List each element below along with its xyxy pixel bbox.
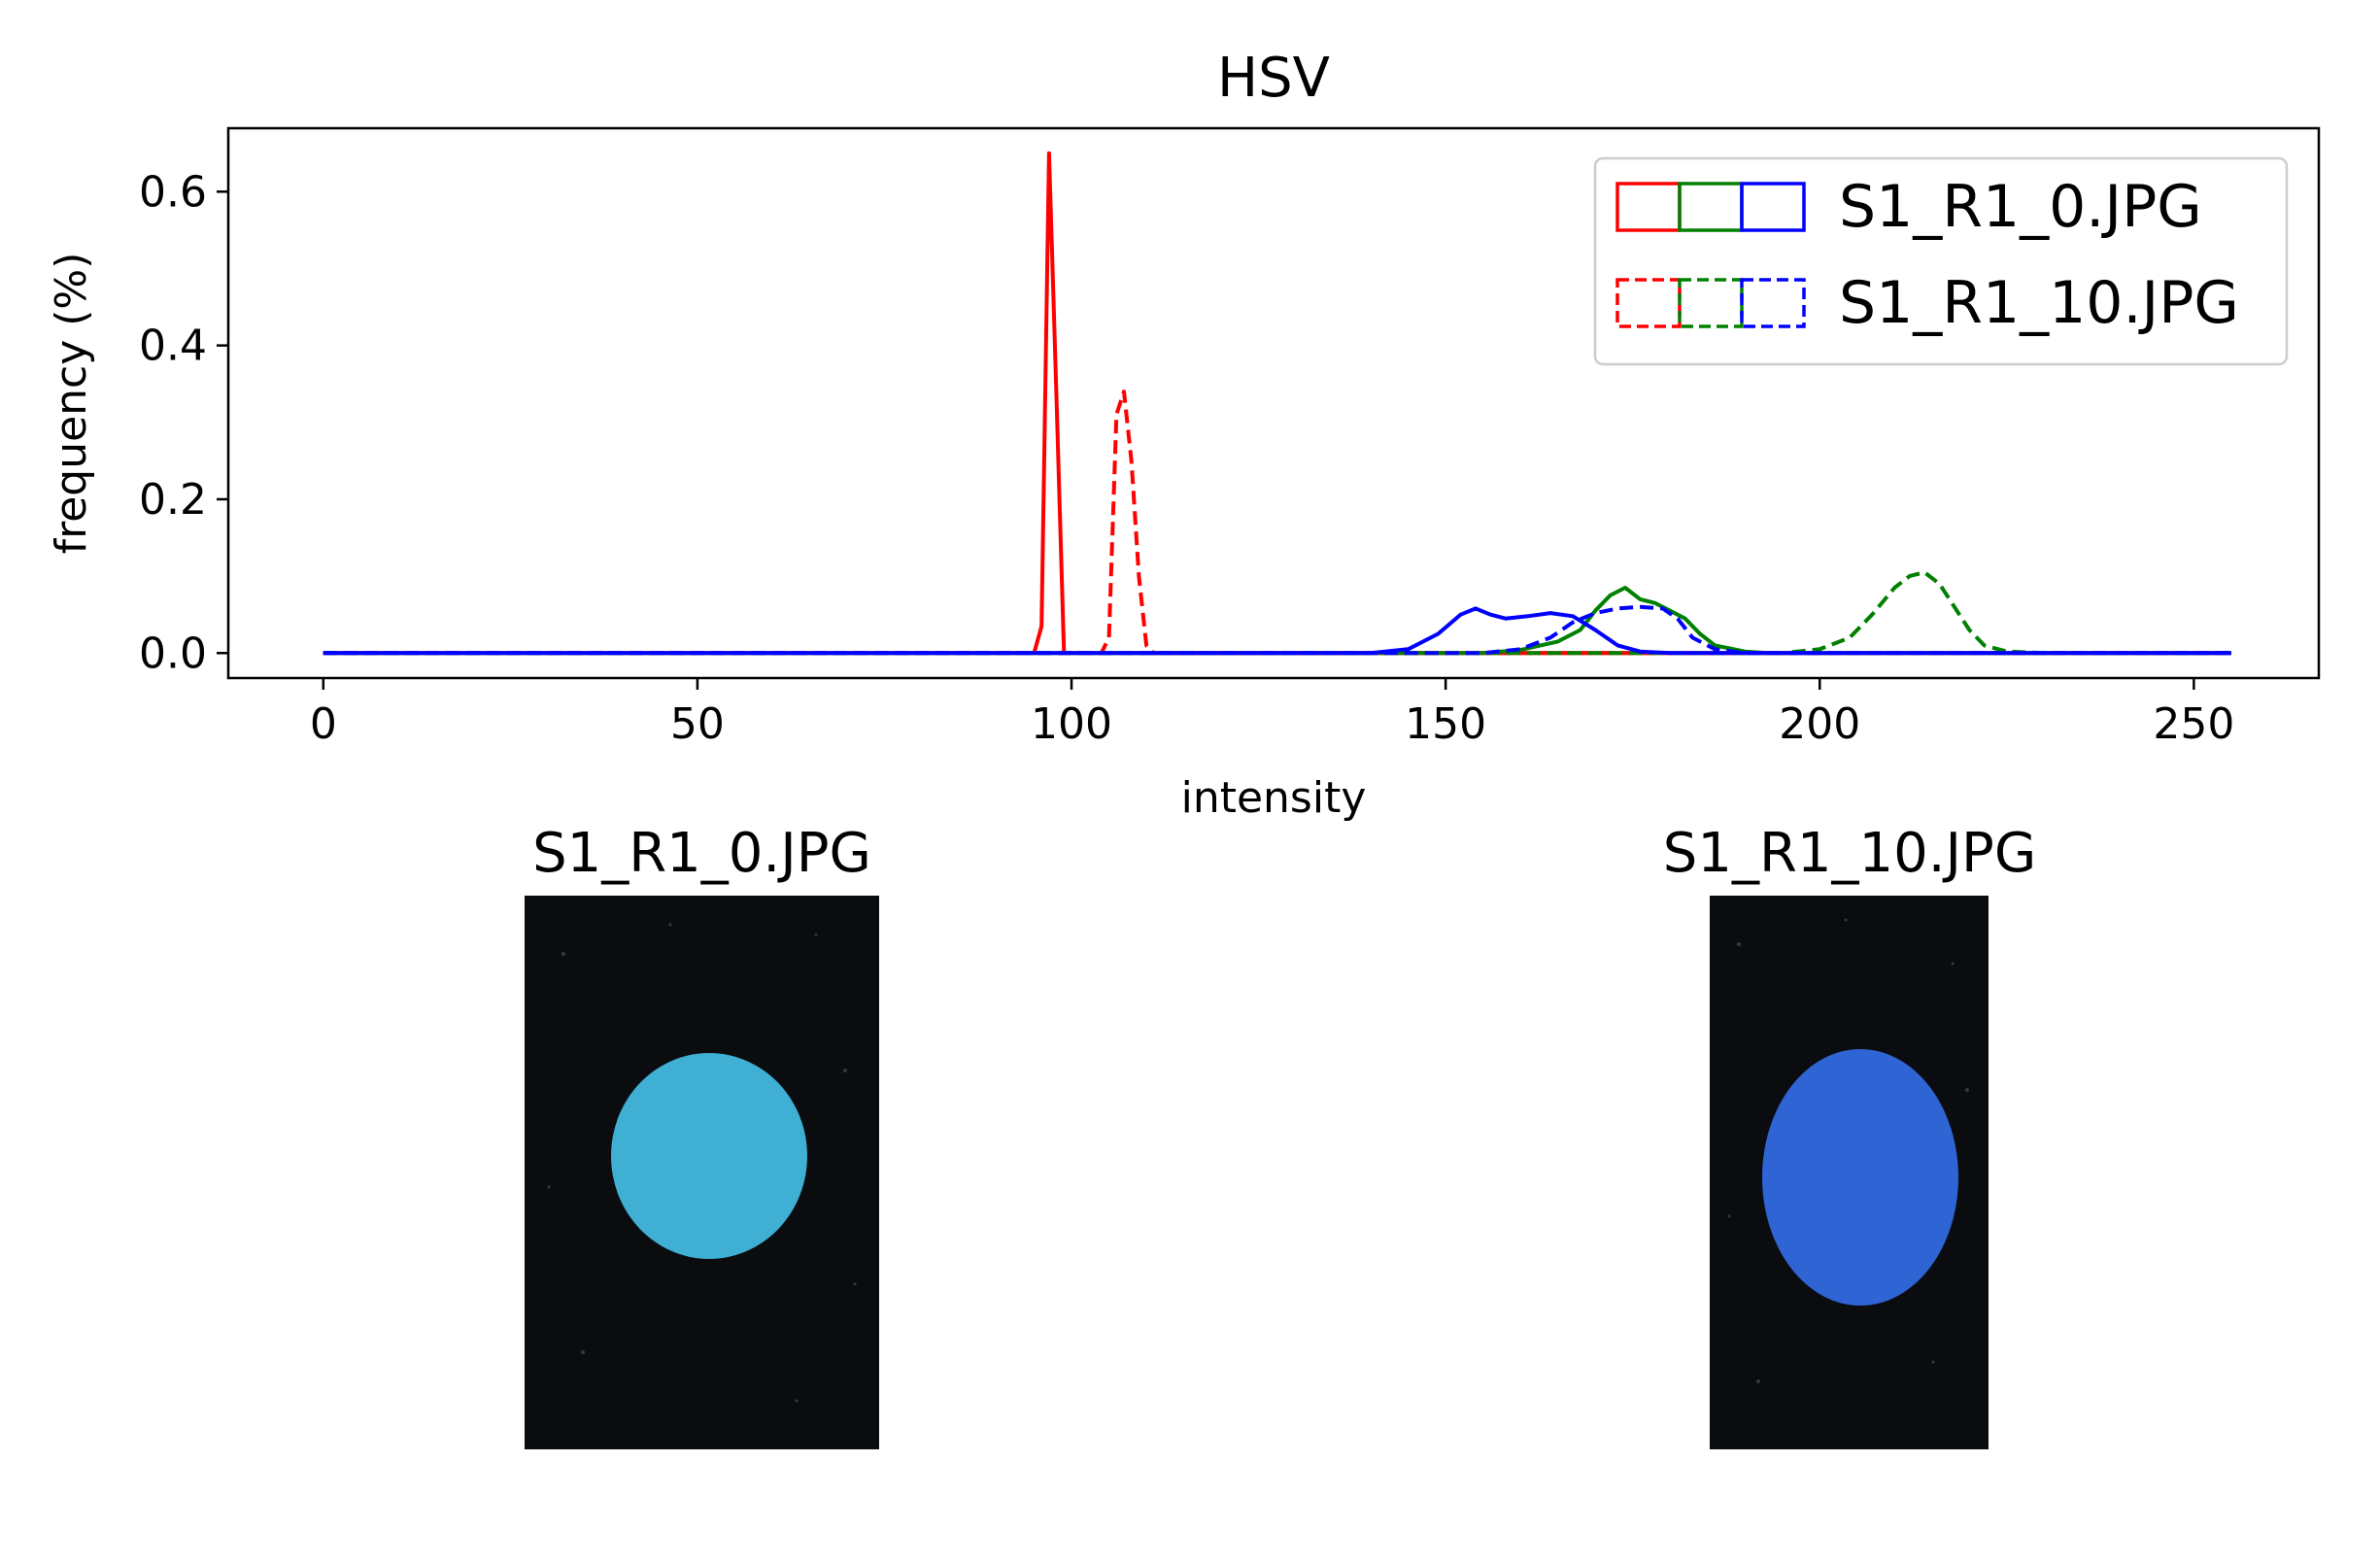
thumbnail-image-2 (1710, 896, 1989, 1449)
thumbnail-title-2: S1_R1_10.JPG (1662, 822, 2037, 885)
x-tick-label: 100 (1031, 699, 1112, 749)
sample-disc-1 (611, 1053, 807, 1259)
x-tick-label: 150 (1405, 699, 1486, 749)
legend-swatch (1740, 278, 1806, 328)
sample-image-2 (1710, 896, 1989, 1449)
y-tick-label: 0.4 (139, 322, 207, 371)
legend-entry-1: S1_R1_0.JPG (1615, 173, 2202, 241)
series-line-h-dashed (323, 390, 2231, 656)
series-line-v-dashed (323, 604, 2231, 656)
series-line-s-solid (323, 586, 2231, 656)
series-layer (323, 151, 2231, 656)
x-tick-label: 200 (1779, 699, 1860, 749)
y-axis: 0.0 0.2 0.4 0.6 (139, 167, 228, 678)
y-tick-label: 0.2 (139, 475, 207, 525)
y-tick-label: 0.0 (139, 629, 207, 678)
thumbnail-image-1 (525, 896, 879, 1449)
legend: S1_R1_0.JPG S1_R1_10.JPG (1593, 156, 2289, 366)
legend-swatch (1740, 182, 1806, 232)
legend-label: S1_R1_0.JPG (1839, 173, 2202, 241)
x-tick-label: 250 (2153, 699, 2234, 749)
sample-image-1 (525, 896, 879, 1449)
series-line-s-dashed (323, 570, 2231, 656)
legend-swatch (1615, 278, 1682, 328)
y-tick-label: 0.6 (139, 167, 207, 217)
legend-entry-2: S1_R1_10.JPG (1615, 269, 2239, 337)
plot-area (226, 126, 2321, 680)
legend-swatch (1678, 278, 1744, 328)
x-axis: 0 50 100 150 200 250 (310, 678, 2234, 749)
y-axis-label: frequency (%) (47, 253, 96, 555)
chart-title: HSV (1217, 47, 1330, 110)
x-tick-label: 0 (310, 699, 337, 749)
legend-label: S1_R1_10.JPG (1839, 269, 2239, 337)
thumbnail-title-1: S1_R1_0.JPG (532, 822, 871, 885)
sample-disc-2 (1762, 1049, 1958, 1306)
x-axis-label: intensity (1181, 773, 1367, 823)
series-line-v-solid (323, 606, 2231, 656)
legend-frame (1593, 156, 2289, 366)
x-tick-label: 50 (670, 699, 725, 749)
